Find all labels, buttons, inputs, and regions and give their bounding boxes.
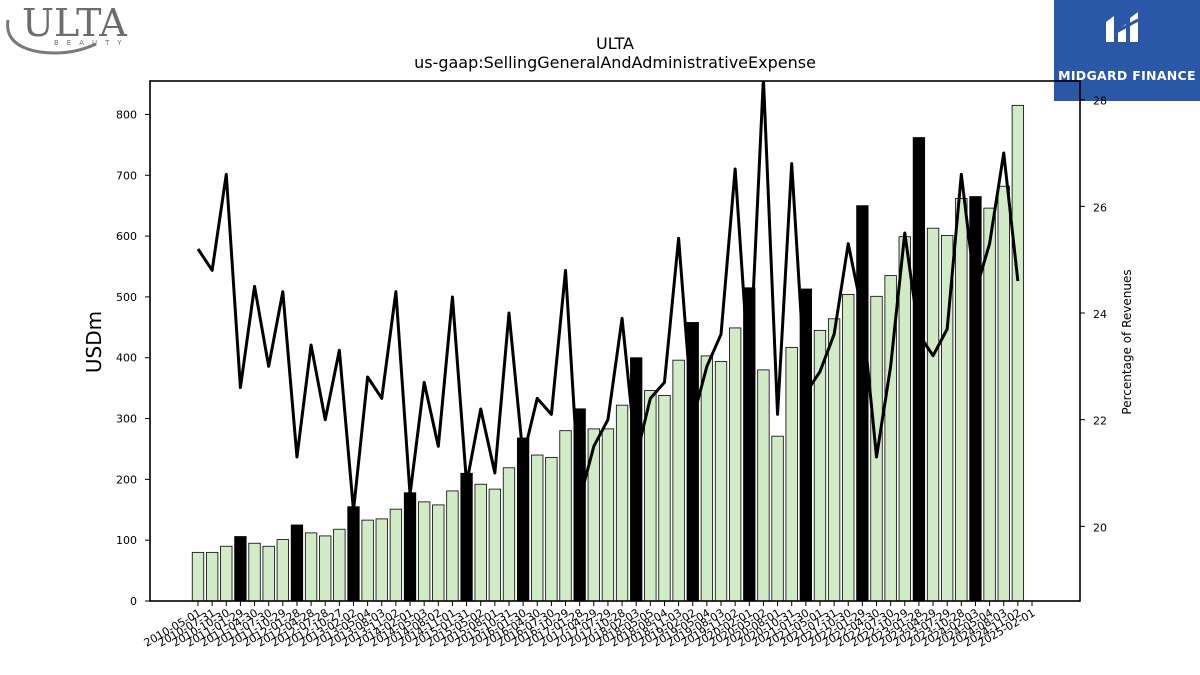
- bar-2024-08-03: [997, 185, 1010, 601]
- bar-2014-02-01: [403, 492, 417, 601]
- bar-2012-07-28: [319, 535, 332, 601]
- bar-2022-07-30: [884, 275, 897, 601]
- y-tick-label: 400: [116, 352, 137, 365]
- bar-2013-11-02: [389, 508, 403, 601]
- bar-2020-10-31: [785, 346, 798, 601]
- bar-2020-08-01: [771, 435, 784, 601]
- bar-2015-01-31: [460, 472, 473, 601]
- midgard-logo-icon: [1106, 12, 1139, 42]
- bar-2016-01-30: [516, 437, 530, 601]
- bar-2020-05-02: [757, 369, 770, 601]
- bar-2013-08-03: [375, 518, 388, 601]
- bar-2017-10-28: [615, 404, 629, 601]
- bar-2013-05-04: [361, 519, 374, 601]
- sponsor-name: MIDGARD FINANCE: [1058, 68, 1196, 83]
- bar-2012-10-27: [333, 528, 346, 601]
- bar-2022-10-29: [898, 236, 911, 601]
- midgard-finance-badge: MIDGARD FINANCE: [1054, 0, 1200, 101]
- bar-2019-05-04: [700, 355, 714, 601]
- chart-subtitle: us-gaap:SellingGeneralAndAdministrativeE…: [414, 53, 816, 72]
- bar-2015-08-01: [488, 488, 502, 601]
- y-tick-label: 300: [116, 413, 137, 426]
- bar-2011-01-29: [234, 536, 247, 601]
- bar-2011-10-29: [276, 539, 289, 601]
- bar-2018-05-05: [644, 390, 657, 601]
- bar-2010-05-01: [191, 551, 205, 601]
- bar-2017-01-28: [573, 408, 586, 601]
- bar-2014-05-03: [418, 501, 431, 601]
- bar-2018-08-04: [658, 395, 671, 601]
- bar-2016-10-29: [559, 430, 572, 601]
- y-tick-label: 0: [130, 595, 137, 608]
- bar-2010-10-30: [220, 545, 233, 601]
- bar-2012-04-28: [304, 532, 318, 601]
- logo-text: ULTA: [22, 1, 127, 45]
- bar-2013-02-02: [347, 506, 360, 601]
- bar-2019-02-02: [686, 322, 699, 601]
- bar-2020-02-01: [743, 287, 756, 601]
- y-axis-label: USDm: [82, 311, 106, 373]
- y-right-tick-label: 22: [1093, 415, 1107, 428]
- bar-2016-04-30: [531, 454, 544, 601]
- bar-2011-07-30: [262, 545, 275, 601]
- bar-2018-11-03: [672, 359, 685, 601]
- bar-2019-08-03: [714, 360, 728, 601]
- bar-2022-01-29: [856, 205, 869, 601]
- bar-2016-07-30: [545, 457, 558, 601]
- percentage-line: [196, 81, 1020, 512]
- y-axis-right-label: Percentage of Revenues: [1120, 269, 1134, 414]
- bar-2019-11-02: [729, 327, 742, 601]
- bar-2023-04-29: [926, 227, 940, 601]
- bar-2018-02-03: [630, 357, 643, 601]
- y-right-tick-label: 26: [1093, 201, 1107, 214]
- bar-2024-02-03: [969, 196, 982, 601]
- logo-subtext: BEAUTY: [54, 39, 130, 47]
- y-right-tick-label: 20: [1093, 521, 1107, 534]
- y-tick-label: 800: [116, 108, 137, 121]
- plot-frame: [149, 80, 1081, 602]
- chart-title: ULTA: [596, 34, 634, 53]
- y-tick-label: 500: [116, 291, 137, 304]
- bar-2023-01-28: [912, 137, 926, 601]
- bar-2021-10-30: [842, 294, 855, 601]
- ulta-beauty-logo: ULTA BEAUTY: [6, 1, 130, 55]
- y-tick-label: 600: [116, 230, 137, 243]
- bar-2017-07-29: [601, 428, 615, 601]
- y-tick-label: 100: [116, 534, 137, 547]
- bar-2012-01-28: [290, 524, 304, 601]
- y-right-tick-label: 28: [1093, 95, 1107, 108]
- bar-2021-05-01: [813, 329, 827, 601]
- y-tick-label: 700: [116, 169, 137, 182]
- bars-layer: [191, 104, 1025, 601]
- bar-2010-07-31: [205, 551, 219, 601]
- bar-2017-04-29: [587, 428, 600, 601]
- bar-2015-05-02: [474, 483, 487, 601]
- bar-2014-08-02: [432, 504, 445, 601]
- bar-2024-05-04: [983, 207, 996, 601]
- bar-2014-11-01: [446, 490, 459, 601]
- bar-2024-11-02: [1011, 104, 1025, 601]
- y-right-tick-label: 24: [1093, 308, 1107, 321]
- bar-2021-07-31: [827, 318, 841, 601]
- bar-2021-01-30: [799, 288, 812, 601]
- axes-layer: 010020030040050060070080020222426282010-…: [116, 80, 1107, 650]
- bar-2015-10-31: [502, 467, 516, 601]
- line-layer: [196, 81, 1020, 512]
- y-tick-label: 200: [116, 473, 137, 486]
- bar-2023-10-28: [955, 197, 968, 601]
- bar-2011-04-30: [248, 542, 261, 601]
